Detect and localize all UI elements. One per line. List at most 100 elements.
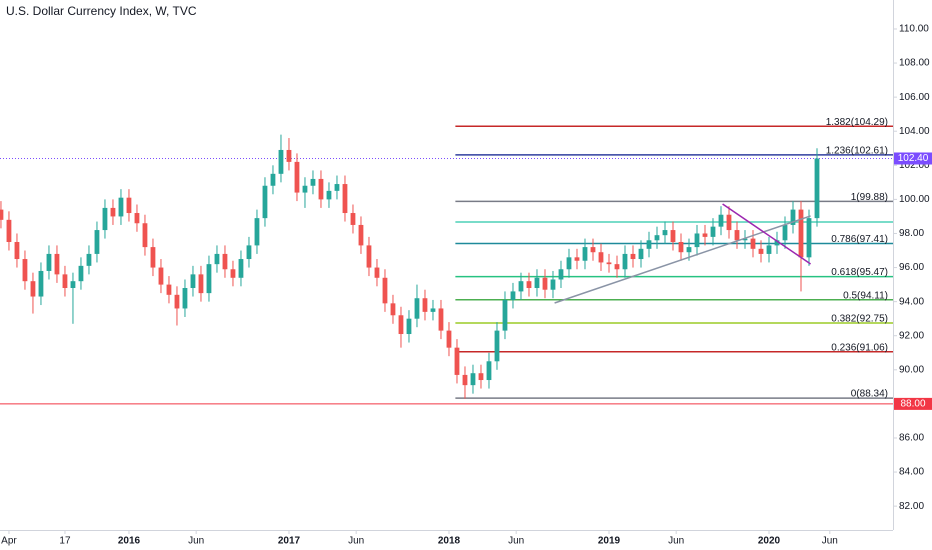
- fib-label: 1.236(102.61): [826, 146, 888, 157]
- candle-body: [318, 178, 324, 200]
- y-tick-label: 86.00: [899, 433, 924, 444]
- candle-body: [294, 161, 300, 193]
- candle-body: [86, 253, 92, 266]
- candle-body: [134, 213, 140, 224]
- y-tick-label: 96.00: [899, 262, 924, 273]
- candle-body: [702, 233, 708, 237]
- candle-body: [614, 264, 620, 270]
- candle-body: [566, 257, 572, 270]
- candle-body: [598, 252, 604, 263]
- candle-body: [222, 253, 228, 270]
- fib-label: 0(88.34): [851, 389, 888, 400]
- price-tag-label: 102.40: [898, 153, 929, 164]
- candle-body: [542, 277, 548, 290]
- candle-body: [814, 158, 820, 219]
- candle-body: [270, 173, 276, 186]
- candle-body: [126, 197, 132, 214]
- candle-body: [534, 277, 540, 289]
- candle-body: [254, 218, 260, 246]
- candle-body: [670, 230, 676, 242]
- x-tick-label: 2017: [278, 536, 301, 547]
- y-tick-label: 110.00: [899, 24, 929, 35]
- candle-body: [622, 253, 628, 270]
- fib-label: 0.5(94.11): [843, 290, 888, 301]
- candle-body: [790, 209, 796, 225]
- candle-body: [70, 281, 76, 289]
- candle-body: [30, 281, 36, 297]
- candle-body: [182, 288, 188, 309]
- candle-body: [646, 240, 652, 249]
- candle-body: [686, 247, 692, 253]
- candle-body: [470, 373, 476, 386]
- candle-body: [518, 281, 524, 292]
- candle-body: [502, 299, 508, 331]
- candle-body: [678, 241, 684, 253]
- candle-body: [0, 209, 4, 220]
- candle-body: [358, 224, 364, 246]
- candle-body: [310, 178, 316, 186]
- candle-body: [766, 245, 772, 254]
- candle-body: [94, 230, 100, 254]
- candle-body: [278, 149, 284, 174]
- candle-body: [398, 315, 404, 335]
- candle-body: [750, 238, 756, 249]
- candle-body: [54, 253, 60, 275]
- candle-body: [742, 238, 748, 241]
- x-tick-label: 17: [59, 536, 71, 547]
- price-tag: [894, 152, 932, 165]
- candle-body: [198, 274, 204, 294]
- x-tick-label: 2020: [758, 536, 781, 547]
- candle-body: [166, 284, 172, 295]
- candle-body: [662, 230, 668, 236]
- candle-body: [342, 184, 348, 214]
- y-tick-label: 82.00: [899, 501, 924, 512]
- trend-line: [554, 215, 811, 304]
- candle-body: [758, 248, 764, 254]
- candle-body: [606, 262, 612, 265]
- fib-label: 0.618(95.47): [831, 267, 888, 278]
- candle-body: [406, 318, 412, 335]
- candle-body: [174, 294, 180, 309]
- candle-body: [390, 303, 396, 316]
- x-tick-label: Jun: [188, 536, 204, 547]
- candle-body: [286, 149, 292, 162]
- y-tick-label: 98.00: [899, 228, 924, 239]
- trend-line: [722, 203, 812, 265]
- y-tick-label: 102.00: [899, 160, 930, 171]
- candle-body: [430, 308, 436, 312]
- x-tick-label: 2019: [598, 536, 621, 547]
- y-tick-label: 84.00: [899, 467, 924, 478]
- candle-body: [782, 224, 788, 241]
- candle-body: [334, 184, 340, 191]
- x-tick-label: 2018: [438, 536, 461, 547]
- fib-label: 0.786(97.41): [831, 234, 888, 245]
- y-tick-label: 108.00: [899, 58, 930, 69]
- candle-body: [558, 269, 564, 280]
- fib-label: 0.382(92.75): [831, 314, 888, 325]
- candle-body: [478, 373, 484, 381]
- candle-body: [550, 279, 556, 290]
- candle-body: [510, 291, 516, 300]
- candle-body: [422, 298, 428, 312]
- x-tick-label: Jun: [822, 536, 838, 547]
- candle-body: [582, 247, 588, 261]
- candle-body: [150, 247, 156, 268]
- candle-body: [206, 264, 212, 294]
- y-tick-label: 94.00: [899, 296, 924, 307]
- candle-body: [118, 197, 124, 217]
- fib-label: 0.236(91.06): [831, 342, 888, 353]
- candle-body: [350, 213, 356, 225]
- candle-body: [414, 298, 420, 319]
- candle-body: [62, 274, 68, 289]
- candle-body: [630, 253, 636, 260]
- candle-body: [438, 308, 444, 331]
- y-tick-label: 100.00: [899, 194, 930, 205]
- fib-label: 1(99.88): [851, 192, 888, 203]
- candle-body: [366, 245, 372, 268]
- candle-body: [78, 265, 84, 282]
- candle-body: [302, 185, 308, 193]
- candle-body: [14, 241, 20, 260]
- x-tick-label: Apr: [1, 536, 17, 547]
